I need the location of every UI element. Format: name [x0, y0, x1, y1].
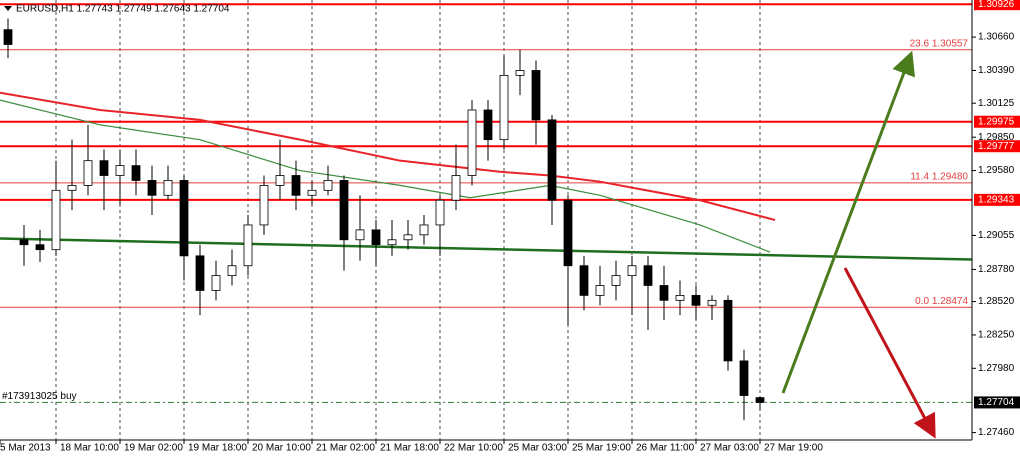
x-tick-label: 26 Mar 11:00	[636, 443, 695, 454]
candle-body	[627, 265, 637, 277]
level-label: 0.0 1.28474	[915, 296, 968, 307]
level-label: 23.6 1.30557	[910, 38, 969, 49]
candle-body	[19, 239, 29, 246]
candle-body	[179, 180, 189, 257]
y-tick-label: 1.30125	[978, 98, 1015, 109]
y-tick-label: 1.29055	[978, 230, 1015, 241]
y-tick-label: 1.28780	[978, 264, 1015, 275]
candle-body	[259, 184, 269, 226]
x-tick-label: 19 Mar 02:00	[124, 443, 183, 454]
arrow-down	[843, 267, 936, 439]
x-tick-label: 25 Mar 03:00	[508, 443, 567, 454]
level-label: 11.4 1.29480	[910, 172, 968, 183]
candle-body	[675, 294, 685, 301]
candle-body	[659, 285, 669, 301]
candle-body	[595, 285, 605, 296]
candle-body	[387, 239, 397, 246]
candle-body	[3, 29, 13, 45]
y-tick-label: 1.27460	[978, 427, 1015, 438]
candle-body	[531, 70, 541, 121]
price-tag-label: 1.30926	[978, 0, 1015, 10]
candle-body	[67, 184, 77, 191]
candle-body	[755, 397, 765, 403]
price-tag	[974, 0, 1020, 11]
candle-body	[723, 299, 733, 362]
x-tick-label: 18 Mar 10:00	[60, 443, 119, 454]
menu-triangle	[4, 6, 12, 11]
candle-body	[115, 165, 125, 176]
candle-body	[467, 109, 477, 176]
candle-body	[243, 224, 253, 267]
candle-body	[99, 160, 109, 176]
price-tag	[974, 193, 1020, 206]
x-tick-label: 21 Mar 02:00	[316, 443, 375, 454]
candle-body	[355, 229, 365, 241]
price-tag	[974, 140, 1020, 153]
candle-body	[147, 180, 157, 196]
candle-body	[547, 119, 557, 201]
x-tick-label: 5 Mar 2013	[0, 443, 51, 454]
x-tick-label: 22 Mar 10:00	[444, 443, 503, 454]
candle-body	[515, 70, 525, 76]
candle-body	[483, 109, 493, 141]
candle-body	[563, 199, 573, 267]
moving-average	[0, 99, 771, 253]
y-tick-label: 1.29850	[978, 132, 1015, 143]
y-tick-label: 1.30660	[978, 32, 1015, 43]
candle-body	[307, 189, 317, 196]
y-tick-label: 1.29580	[978, 165, 1015, 176]
y-tick-label: 1.30390	[978, 65, 1015, 76]
candle-body	[643, 265, 653, 286]
x-tick-label: 21 Mar 18:00	[380, 443, 439, 454]
candle-body	[195, 255, 205, 291]
y-tick-label: 1.28250	[978, 330, 1015, 341]
candle-body	[579, 265, 589, 296]
candle-body	[211, 275, 221, 291]
price-tag	[974, 115, 1020, 128]
y-tick-label: 1.27980	[978, 363, 1015, 374]
candle-body	[163, 180, 173, 196]
candle-body	[339, 180, 349, 241]
x-tick-label: 27 Mar 19:00	[764, 443, 823, 454]
price-tag-label: 1.29777	[978, 141, 1015, 152]
x-tick-label: 19 Mar 18:00	[188, 443, 247, 454]
moving-average	[0, 91, 776, 221]
candle-body	[435, 199, 445, 226]
candle-body	[51, 189, 61, 251]
candle-body	[323, 180, 333, 191]
candle-body	[83, 160, 93, 186]
candle-body	[451, 175, 461, 201]
x-tick-label: 20 Mar 10:00	[252, 443, 311, 454]
candle-body	[707, 299, 717, 306]
candle-body	[131, 165, 141, 181]
candle-body	[419, 224, 429, 236]
candle-body	[291, 175, 301, 196]
candle-body	[275, 175, 285, 186]
candle-body	[371, 229, 381, 246]
candle-body	[739, 360, 749, 396]
candle-body	[227, 265, 237, 277]
candle-body	[611, 275, 621, 286]
candle-body	[499, 74, 509, 141]
candle-body	[691, 294, 701, 306]
price-tag-label: 1.29343	[978, 194, 1015, 205]
price-tag-label: 1.27704	[978, 397, 1015, 408]
plot-area	[0, 0, 972, 440]
y-tick-label: 1.28520	[978, 296, 1015, 307]
price-tag-label: 1.29975	[978, 116, 1015, 127]
chart-title: EURUSD,H1 1.27743 1.27749 1.27643 1.2770…	[16, 4, 230, 15]
x-tick-label: 27 Mar 03:00	[700, 443, 759, 454]
arrow-up	[781, 50, 915, 394]
candle-body	[35, 244, 45, 251]
candle-body	[403, 234, 413, 241]
price-tag	[974, 396, 1020, 409]
x-tick-label: 25 Mar 19:00	[572, 443, 631, 454]
order-label: #173913025 buy	[2, 391, 77, 402]
trendline	[0, 237, 972, 261]
